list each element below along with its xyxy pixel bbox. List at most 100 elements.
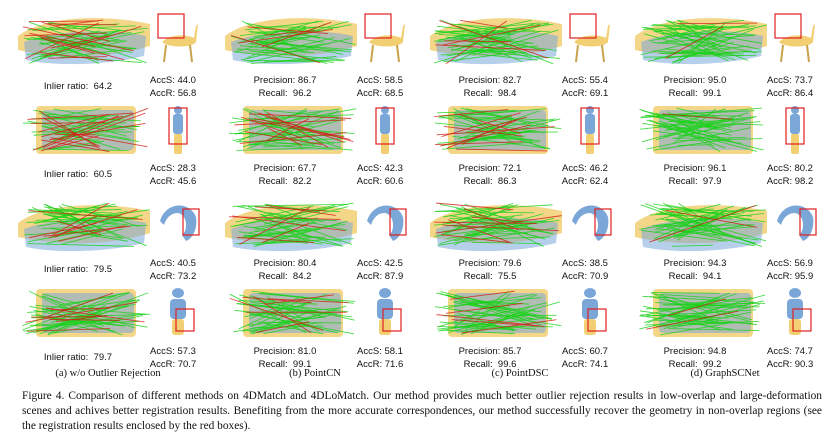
inlier-correspondence: [235, 138, 344, 143]
precision-recall: Precision: 95.0 Recall: 99.1: [635, 74, 755, 100]
registered-head: [174, 106, 182, 114]
inlier-correspondence: [40, 40, 127, 59]
outlier-correspondence: [46, 23, 117, 26]
precision-value: 81.0: [297, 346, 317, 357]
precision-recall: Precision: 81.0 Recall: 99.1: [225, 345, 345, 371]
inlier-correspondence: [261, 140, 353, 151]
outlier-correspondence: [436, 314, 545, 327]
outlier-correspondence: [649, 205, 757, 243]
accr-label: AccR:: [356, 271, 383, 282]
inlier-correspondence: [61, 228, 123, 245]
outlier-correspondence: [242, 296, 312, 304]
recall-label: Recall:: [258, 359, 288, 370]
precision-value: 67.7: [297, 163, 317, 174]
outlier-correspondence: [40, 52, 113, 62]
registered-shape: [367, 205, 404, 241]
inlier-correspondence: [460, 131, 558, 134]
precision-recall: Precision: 72.1 Recall: 86.3: [430, 162, 550, 188]
accr-label: AccR:: [149, 176, 176, 187]
inlier-correspondence: [462, 33, 508, 43]
accs-value: 38.5: [589, 258, 608, 269]
accs-value: 80.2: [794, 163, 813, 174]
accs-label: AccS:: [150, 163, 175, 174]
outlier-correspondence: [442, 24, 541, 46]
outlier-correspondence: [229, 297, 324, 331]
correspondence-visualization: [434, 289, 562, 337]
precision-recall: Precision: 94.8 Recall: 99.2: [635, 345, 755, 371]
precision-line: Precision: 86.7: [225, 74, 345, 87]
inlier-correspondence: [465, 118, 556, 133]
accs-line: AccS: 42.5: [345, 257, 415, 270]
precision-line: Precision: 96.1: [635, 162, 755, 175]
inlier-correspondence: [467, 52, 538, 61]
inlier-correspondence: [652, 42, 716, 47]
recall-label: Recall:: [258, 176, 288, 187]
result-cell: Inlier ratio: 79.7 AccS: 57.3 AccR: 70.7: [8, 283, 208, 378]
inlier-correspondence: [263, 215, 308, 243]
inlier-correspondence: [438, 117, 513, 121]
outlier-correspondence: [461, 319, 557, 334]
outlier-correspondence: [253, 296, 312, 334]
inlier-correspondence: [440, 329, 515, 335]
accs-line: AccS: 55.4: [550, 74, 620, 87]
precision-line: Precision: 79.6: [430, 257, 550, 270]
recall-line: Recall: 96.2: [225, 87, 345, 100]
inlier-correspondence: [439, 204, 533, 224]
inlier-correspondence: [235, 205, 314, 223]
inlier-correspondence: [660, 321, 736, 336]
inlier-correspondence: [31, 206, 98, 238]
accr-value: 73.2: [177, 271, 197, 282]
correspondence-visualization: [434, 106, 562, 154]
precision-line: Precision: 85.7: [430, 345, 550, 358]
metrics: Inlier ratio: 60.5 AccS: 28.3 AccR: 45.6: [8, 162, 208, 192]
correspondence-visualization: [22, 289, 150, 337]
accs-line: AccS: 80.2: [755, 162, 825, 175]
outlier-correspondence: [40, 139, 110, 152]
correspondence-visualization: [229, 289, 356, 337]
inlier-correspondence: [647, 37, 732, 63]
registration-result: [375, 106, 395, 154]
inlier-correspondence: [655, 322, 728, 328]
inlier-correspondence: [27, 120, 131, 140]
red-box: [587, 308, 607, 332]
inlier-correspondence: [667, 108, 726, 128]
registered-head: [584, 288, 596, 298]
inlier-correspondence: [47, 314, 103, 336]
outlier-correspondence: [441, 112, 521, 137]
inlier-ratio: Inlier ratio: 64.2: [18, 80, 138, 93]
inlier-correspondence: [672, 311, 752, 329]
inlier-correspondence: [42, 291, 131, 311]
registered-leg: [370, 44, 374, 63]
accs-line: AccS: 74.7: [755, 345, 825, 358]
accs-value: 42.3: [384, 163, 403, 174]
recall-label: Recall:: [668, 176, 698, 187]
accr-line: AccR: 70.7: [138, 358, 208, 371]
accr-value: 62.4: [589, 176, 609, 187]
precision-label: Precision:: [253, 75, 296, 86]
precision-recall: Precision: 94.3 Recall: 94.1: [635, 257, 755, 283]
recall-line: Recall: 99.1: [635, 87, 755, 100]
accuracy-metrics: AccS: 60.7 AccR: 74.1: [550, 345, 620, 371]
outlier-correspondence: [50, 307, 111, 311]
accr-value: 56.8: [177, 88, 197, 99]
outlier-correspondence: [28, 20, 99, 23]
inlier-correspondence: [55, 209, 147, 247]
outlier-correspondence: [662, 113, 733, 120]
registered-head: [789, 288, 801, 298]
inlier-correspondence: [465, 108, 550, 127]
inlier-correspondence: [459, 23, 554, 38]
accr-label: AccR:: [766, 88, 793, 99]
precision-value: 96.1: [707, 163, 727, 174]
registered-torso: [790, 114, 800, 134]
registration-result: [367, 205, 407, 241]
column-label-c: (c) PointDSC: [491, 368, 549, 379]
outlier-correspondence: [446, 119, 518, 149]
accs-value: 40.5: [177, 258, 196, 269]
registered-torso: [585, 114, 595, 134]
outlier-correspondence: [435, 44, 546, 51]
inlier-correspondence: [42, 125, 139, 143]
accr-line: AccR: 98.2: [755, 175, 825, 188]
precision-recall: Precision: 80.4 Recall: 84.2: [225, 257, 345, 283]
registered-shape: [572, 205, 609, 241]
red-box: [157, 13, 185, 39]
